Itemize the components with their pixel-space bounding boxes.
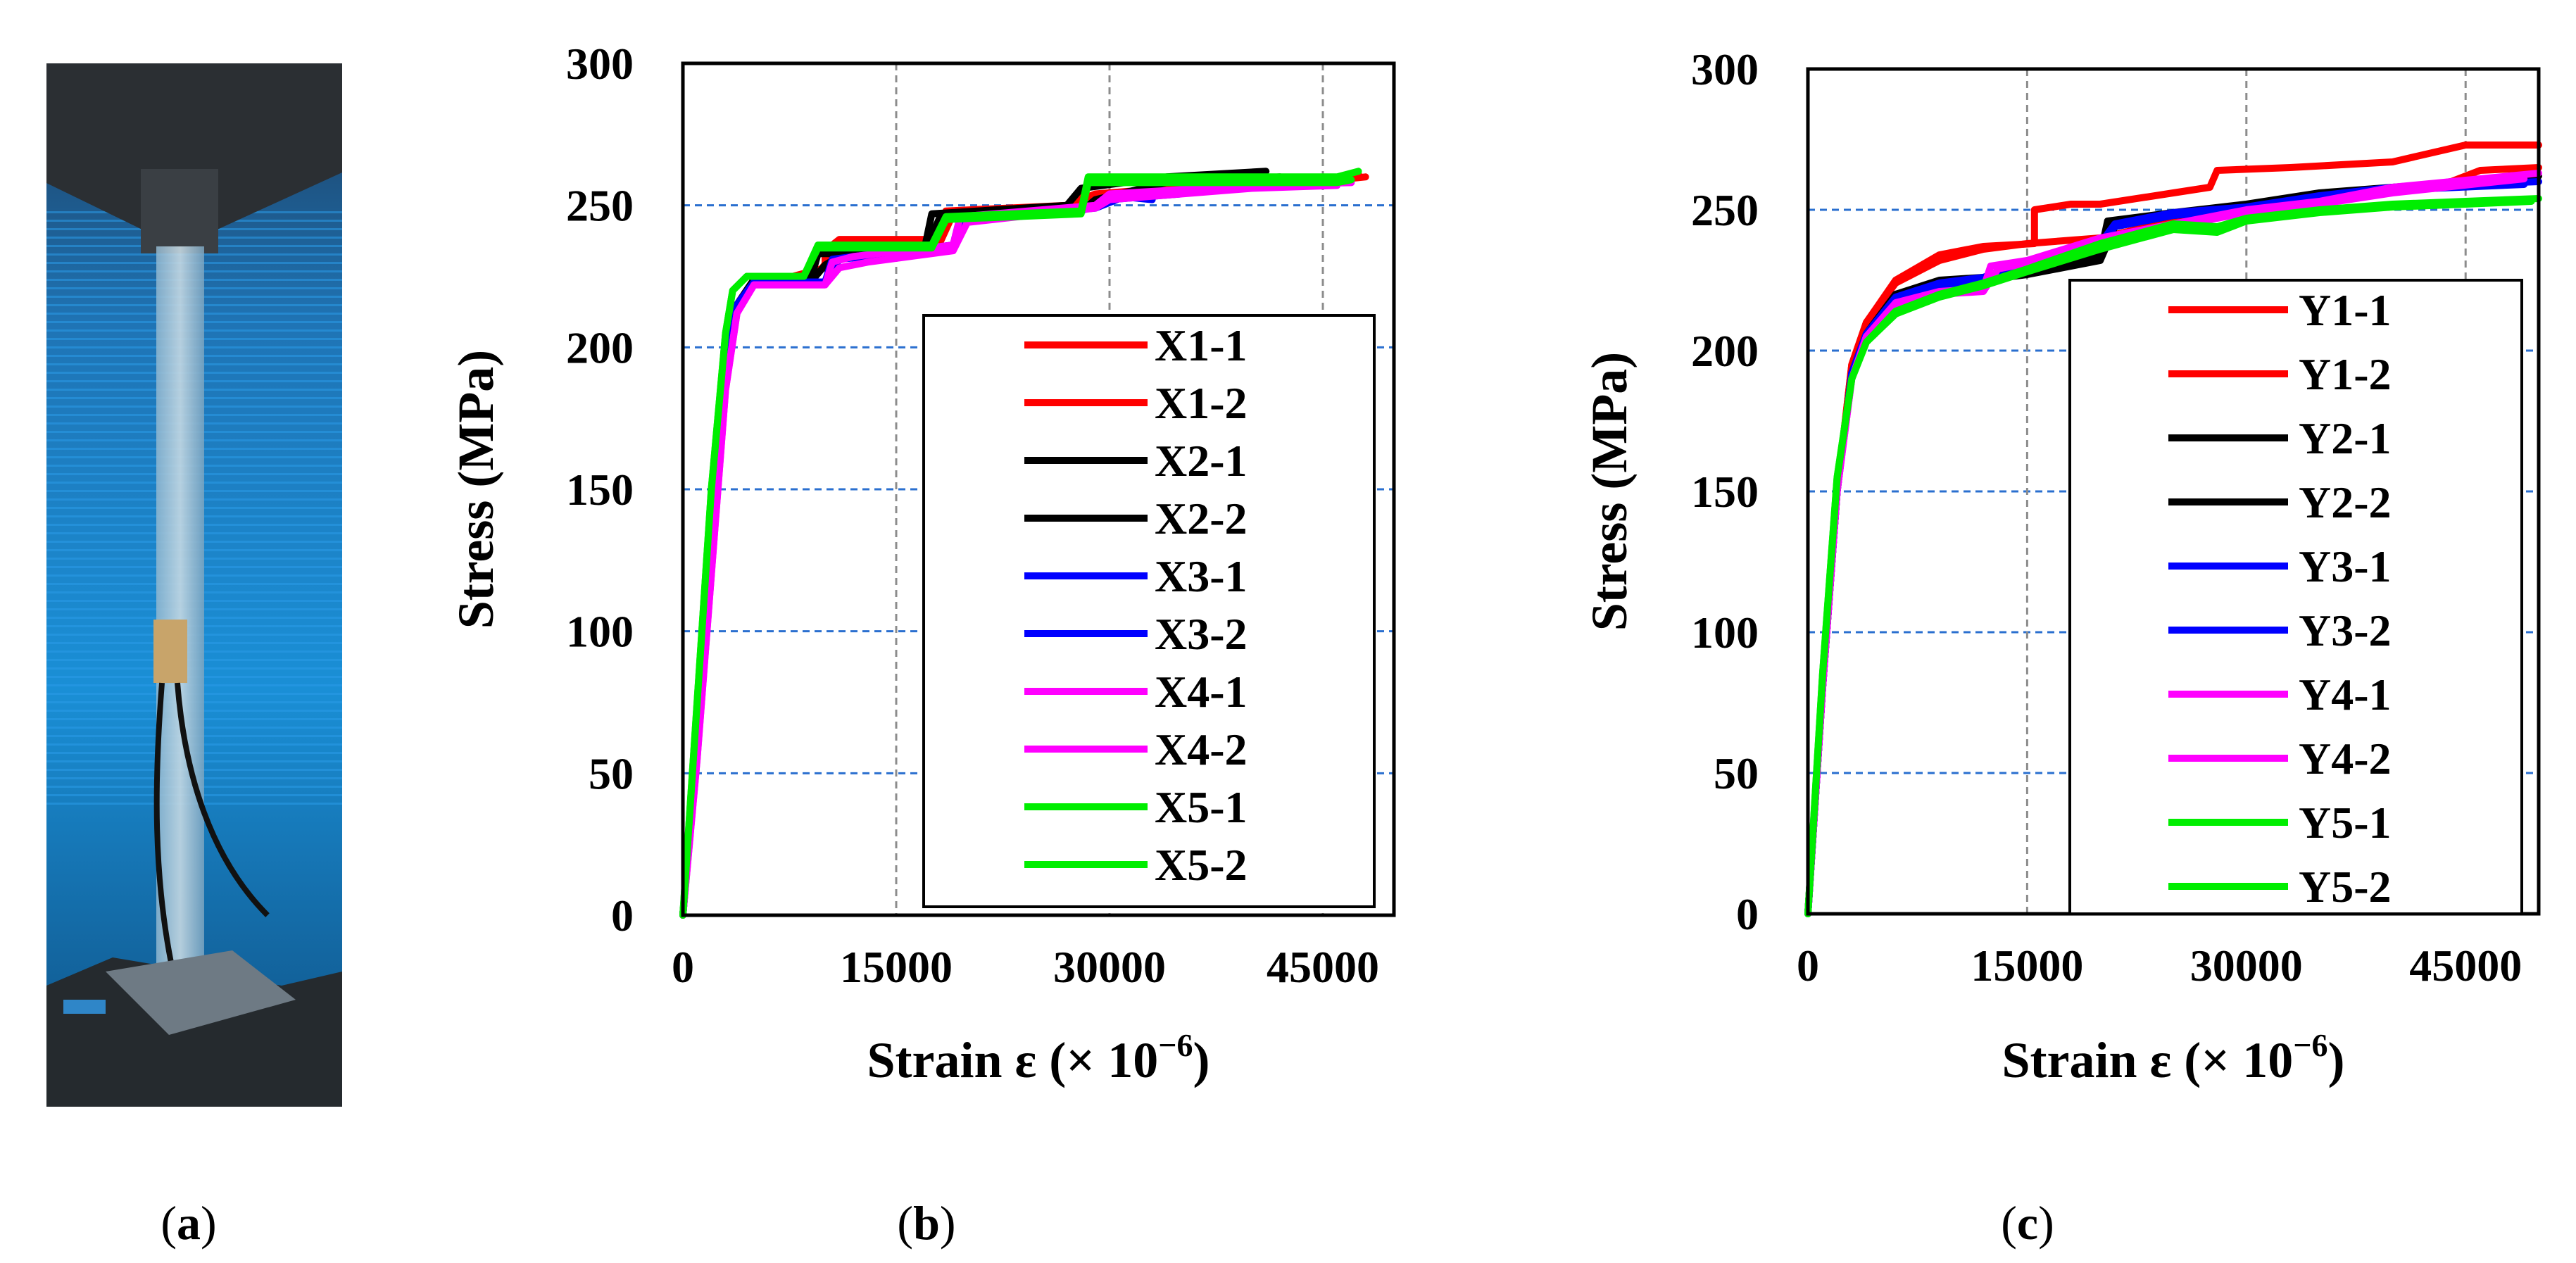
legend-label-Y2-1: Y2-1 bbox=[2299, 413, 2392, 463]
legend-label-Y1-2: Y1-2 bbox=[2299, 349, 2392, 399]
x-tick-label: 15000 bbox=[1971, 941, 2083, 991]
y-tick-label: 0 bbox=[611, 891, 634, 941]
x-tick-label: 0 bbox=[672, 942, 694, 992]
legend-label-X5-2: X5-2 bbox=[1155, 840, 1248, 890]
x-tick-label: 30000 bbox=[2190, 941, 2303, 991]
strain-gauge bbox=[153, 620, 187, 683]
gauge-wire-1 bbox=[153, 682, 179, 986]
series-line-Y5-2 bbox=[1804, 198, 2535, 917]
legend-label-Y1-1: Y1-1 bbox=[2299, 285, 2392, 335]
upper-grip bbox=[46, 63, 342, 232]
panel-label-b: (b) bbox=[897, 1196, 955, 1250]
y-tick-label: 0 bbox=[1736, 889, 1759, 939]
legend-label-X2-2: X2-2 bbox=[1155, 494, 1248, 543]
chart-b: 0 50 100 150 200 250 300 0 15000 30000 45000 Stress… bbox=[448, 39, 1396, 1088]
x-tick-label: 30000 bbox=[1053, 942, 1166, 992]
y-axis-label: Stress (MPa) bbox=[448, 350, 504, 629]
y-tick-label: 200 bbox=[1691, 326, 1759, 376]
y-tick-label: 50 bbox=[1714, 748, 1759, 798]
lower-grip-plate bbox=[106, 950, 296, 1035]
x-tick-label: 15000 bbox=[840, 942, 953, 992]
series-line-X5-2 bbox=[679, 176, 1355, 919]
legend-box bbox=[922, 314, 1376, 908]
upper-grip-jaw bbox=[141, 169, 218, 253]
legend: Y1-1 Y1-2 Y2-1 Y2-2 Y3-1 Y3-2 Y4-1 Y4-2 Y5-1 Y5-2 bbox=[2068, 279, 2523, 915]
legend: X1-1 X1-2 X2-1 X2-2 X3-1 X3-2 X4-1 X4-2 X5-1 X5-2 bbox=[922, 314, 1376, 908]
legend-label-X1-2: X1-2 bbox=[1155, 378, 1248, 428]
legend-label-X4-1: X4-1 bbox=[1155, 667, 1248, 717]
legend-label-Y4-2: Y4-2 bbox=[2299, 734, 2392, 784]
y-tick-label: 150 bbox=[566, 465, 634, 515]
series-line-X4-2 bbox=[679, 182, 1341, 919]
legend-label-Y4-1: Y4-1 bbox=[2299, 670, 2392, 720]
x-axis-label: Strain ε (× 10−6) bbox=[867, 1027, 1210, 1088]
y-tick-label: 250 bbox=[1691, 185, 1759, 235]
legend-label-X3-2: X3-2 bbox=[1155, 609, 1248, 659]
legend-label-Y3-2: Y3-2 bbox=[2299, 605, 2392, 655]
legend-label-X4-2: X4-2 bbox=[1155, 724, 1248, 774]
x-tick-label: 45000 bbox=[2409, 941, 2522, 991]
y-axis-label: Stress (MPa) bbox=[1581, 352, 1638, 632]
y-tick-label: 250 bbox=[566, 181, 634, 231]
legend-label-Y5-1: Y5-1 bbox=[2299, 798, 2392, 848]
legend-label-X2-1: X2-1 bbox=[1155, 436, 1248, 486]
legend-label-Y5-2: Y5-2 bbox=[2299, 862, 2392, 912]
x-tick-label: 0 bbox=[1797, 941, 1819, 991]
y-tick-label: 150 bbox=[1691, 467, 1759, 517]
y-tick-label: 50 bbox=[589, 748, 634, 798]
y-tick-label: 200 bbox=[566, 322, 634, 372]
x-tick-label: 45000 bbox=[1267, 942, 1379, 992]
legend-label-X3-1: X3-1 bbox=[1155, 551, 1248, 601]
y-tick-label: 100 bbox=[1691, 608, 1759, 658]
panel-label-a: (a) bbox=[161, 1196, 216, 1250]
y-tick-label: 300 bbox=[1691, 44, 1759, 94]
legend-label-X5-1: X5-1 bbox=[1155, 782, 1248, 832]
x-axis-label: Strain ε (× 10−6) bbox=[2002, 1027, 2345, 1088]
legend-box bbox=[2068, 279, 2523, 915]
y-tick-label: 300 bbox=[566, 39, 634, 89]
chart-c: 0 50 100 150 200 250 300 0 15000 30000 45000 Stress… bbox=[1581, 44, 2542, 1088]
legend-label-Y2-2: Y2-2 bbox=[2299, 477, 2392, 527]
legend-label-Y3-1: Y3-1 bbox=[2299, 541, 2392, 591]
panel-label-c: (c) bbox=[2001, 1196, 2054, 1250]
legend-label-X1-1: X1-1 bbox=[1155, 320, 1248, 370]
tensile-test-photo bbox=[46, 63, 342, 1107]
lower-grip-marker bbox=[63, 1000, 106, 1014]
y-tick-label: 100 bbox=[566, 607, 634, 657]
plot-frame bbox=[681, 61, 1396, 917]
gauge-wire-2 bbox=[175, 682, 270, 917]
